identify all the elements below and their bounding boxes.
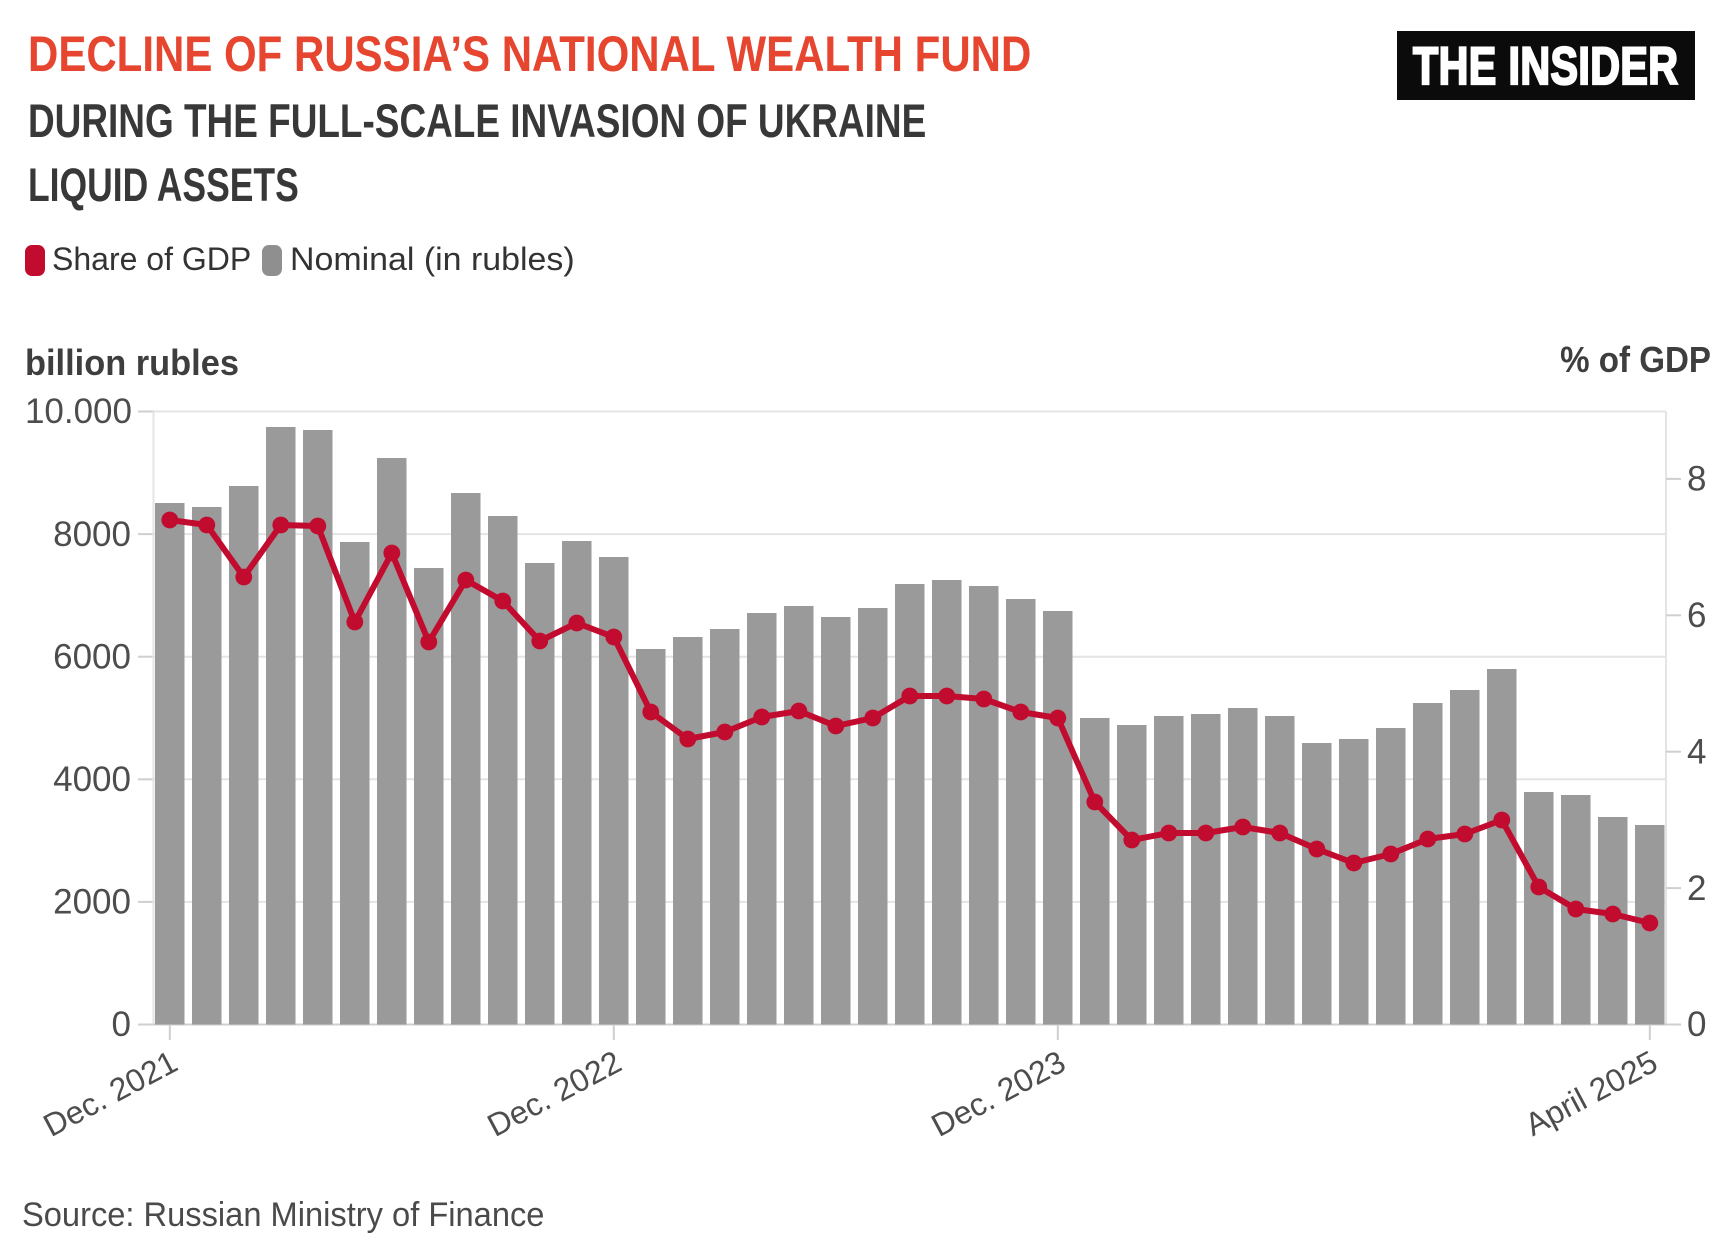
svg-text:6000: 6000 bbox=[53, 637, 131, 676]
svg-text:Dec. 2021: Dec. 2021 bbox=[37, 1043, 183, 1143]
svg-text:4: 4 bbox=[1687, 732, 1706, 771]
svg-text:Dec. 2022: Dec. 2022 bbox=[481, 1043, 627, 1143]
svg-text:0: 0 bbox=[112, 1005, 131, 1044]
svg-text:4000: 4000 bbox=[53, 760, 131, 799]
svg-text:10.000: 10.000 bbox=[25, 392, 132, 431]
svg-text:0: 0 bbox=[1687, 1005, 1706, 1044]
svg-text:2: 2 bbox=[1687, 869, 1706, 908]
svg-text:6: 6 bbox=[1687, 596, 1706, 635]
svg-text:8: 8 bbox=[1687, 460, 1706, 499]
svg-text:April 2025: April 2025 bbox=[1519, 1043, 1663, 1142]
svg-text:Dec. 2023: Dec. 2023 bbox=[925, 1043, 1071, 1143]
svg-text:8000: 8000 bbox=[53, 515, 131, 554]
svg-text:2000: 2000 bbox=[53, 883, 131, 922]
